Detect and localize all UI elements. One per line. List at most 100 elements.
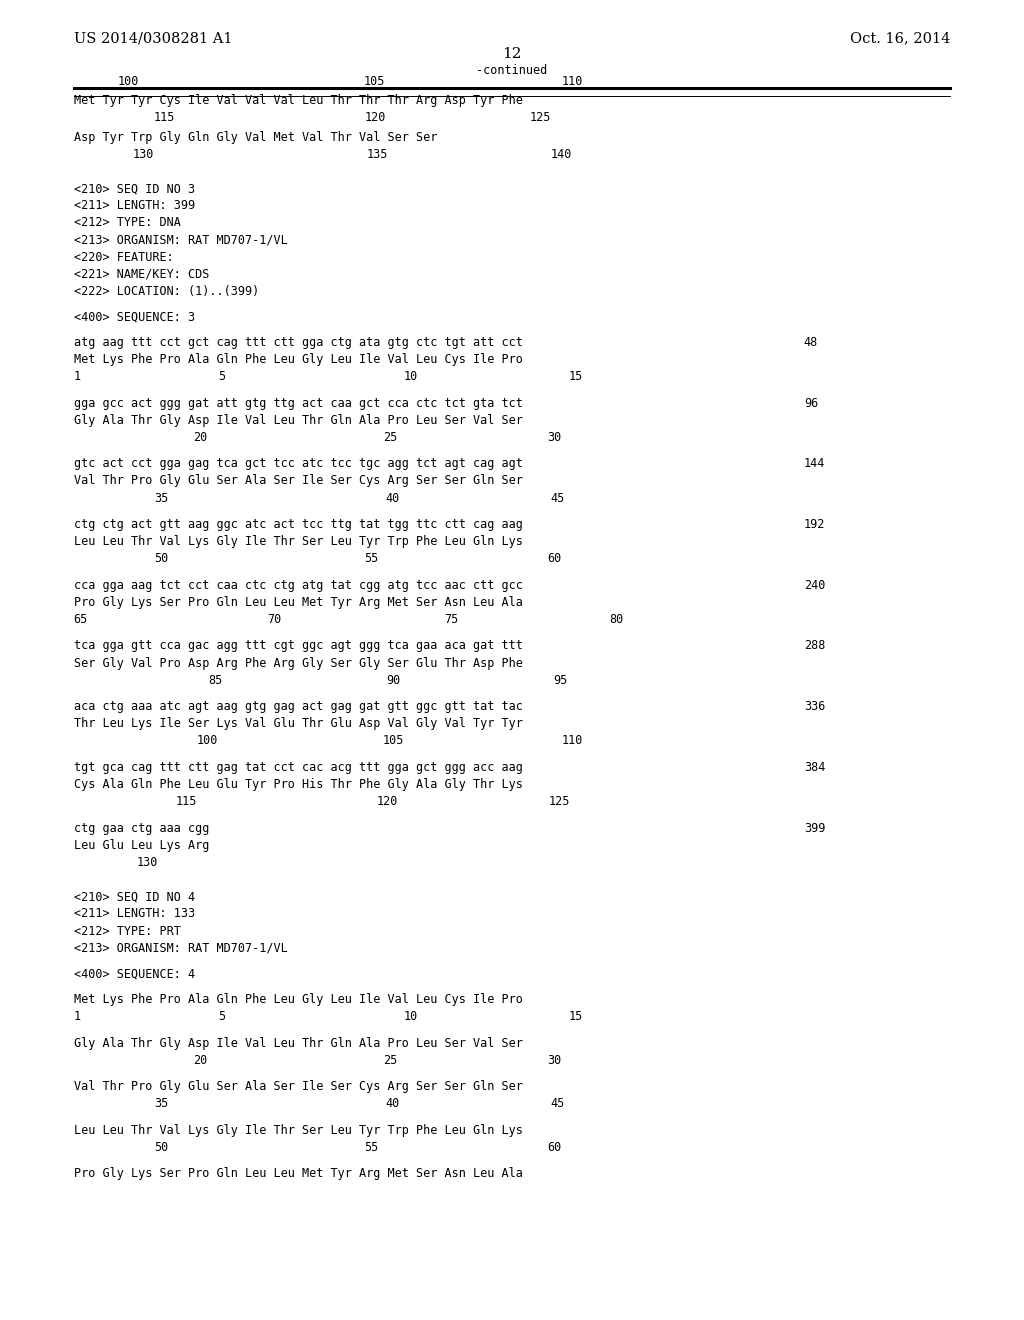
- Text: Gly Ala Thr Gly Asp Ile Val Leu Thr Gln Ala Pro Leu Ser Val Ser: Gly Ala Thr Gly Asp Ile Val Leu Thr Gln …: [74, 1036, 522, 1049]
- Text: 55: 55: [365, 1140, 379, 1154]
- Text: Leu Leu Thr Val Lys Gly Ile Thr Ser Leu Tyr Trp Phe Leu Gln Lys: Leu Leu Thr Val Lys Gly Ile Thr Ser Leu …: [74, 1123, 522, 1137]
- Text: Pro Gly Lys Ser Pro Gln Leu Leu Met Tyr Arg Met Ser Asn Leu Ala: Pro Gly Lys Ser Pro Gln Leu Leu Met Tyr …: [74, 595, 522, 609]
- Text: 5: 5: [218, 1010, 225, 1023]
- Text: 75: 75: [444, 612, 459, 626]
- Text: Thr Leu Lys Ile Ser Lys Val Glu Thr Glu Asp Val Gly Val Tyr Tyr: Thr Leu Lys Ile Ser Lys Val Glu Thr Glu …: [74, 717, 522, 730]
- Text: 96: 96: [804, 396, 818, 409]
- Text: 20: 20: [194, 430, 208, 444]
- Text: ctg gaa ctg aaa cgg: ctg gaa ctg aaa cgg: [74, 821, 209, 834]
- Text: <400> SEQUENCE: 4: <400> SEQUENCE: 4: [74, 968, 195, 981]
- Text: 120: 120: [377, 795, 398, 808]
- Text: gtc act cct gga gag tca gct tcc atc tcc tgc agg tct agt cag agt: gtc act cct gga gag tca gct tcc atc tcc …: [74, 457, 522, 470]
- Text: 80: 80: [609, 612, 624, 626]
- Text: 48: 48: [804, 335, 818, 348]
- Text: 10: 10: [403, 1010, 418, 1023]
- Text: 100: 100: [197, 734, 218, 747]
- Text: 35: 35: [155, 491, 169, 504]
- Text: gga gcc act ggg gat att gtg ttg act caa gct cca ctc tct gta tct: gga gcc act ggg gat att gtg ttg act caa …: [74, 396, 522, 409]
- Text: 288: 288: [804, 639, 825, 652]
- Text: 12: 12: [502, 48, 522, 61]
- Text: 15: 15: [568, 1010, 583, 1023]
- Text: 45: 45: [550, 1097, 564, 1110]
- Text: <220> FEATURE:: <220> FEATURE:: [74, 251, 173, 264]
- Text: 240: 240: [804, 578, 825, 591]
- Text: 50: 50: [155, 1140, 169, 1154]
- Text: Pro Gly Lys Ser Pro Gln Leu Leu Met Tyr Arg Met Ser Asn Leu Ala: Pro Gly Lys Ser Pro Gln Leu Leu Met Tyr …: [74, 1167, 522, 1180]
- Text: 85: 85: [208, 673, 222, 686]
- Text: aca ctg aaa atc agt aag gtg gag act gag gat gtt ggc gtt tat tac: aca ctg aaa atc agt aag gtg gag act gag …: [74, 700, 522, 713]
- Text: 20: 20: [194, 1053, 208, 1067]
- Text: <212> TYPE: PRT: <212> TYPE: PRT: [74, 924, 180, 937]
- Text: 45: 45: [550, 491, 564, 504]
- Text: 110: 110: [561, 734, 583, 747]
- Text: 105: 105: [364, 75, 385, 88]
- Text: <211> LENGTH: 133: <211> LENGTH: 133: [74, 907, 195, 920]
- Text: US 2014/0308281 A1: US 2014/0308281 A1: [74, 32, 232, 45]
- Text: 135: 135: [367, 148, 388, 161]
- Text: ctg ctg act gtt aag ggc atc act tcc ttg tat tgg ttc ctt cag aag: ctg ctg act gtt aag ggc atc act tcc ttg …: [74, 517, 522, 531]
- Text: 50: 50: [155, 552, 169, 565]
- Text: <211> LENGTH: 399: <211> LENGTH: 399: [74, 199, 195, 213]
- Text: 25: 25: [383, 1053, 397, 1067]
- Text: 30: 30: [547, 1053, 561, 1067]
- Text: <213> ORGANISM: RAT MD707-1/VL: <213> ORGANISM: RAT MD707-1/VL: [74, 234, 288, 247]
- Text: 5: 5: [218, 370, 225, 383]
- Text: <210> SEQ ID NO 4: <210> SEQ ID NO 4: [74, 890, 195, 903]
- Text: 30: 30: [547, 430, 561, 444]
- Text: Met Lys Phe Pro Ala Gln Phe Leu Gly Leu Ile Val Leu Cys Ile Pro: Met Lys Phe Pro Ala Gln Phe Leu Gly Leu …: [74, 352, 522, 366]
- Text: 70: 70: [267, 612, 282, 626]
- Text: Met Lys Phe Pro Ala Gln Phe Leu Gly Leu Ile Val Leu Cys Ile Pro: Met Lys Phe Pro Ala Gln Phe Leu Gly Leu …: [74, 993, 522, 1006]
- Text: 100: 100: [118, 75, 139, 88]
- Text: 110: 110: [561, 75, 583, 88]
- Text: tca gga gtt cca gac agg ttt cgt ggc agt ggg tca gaa aca gat ttt: tca gga gtt cca gac agg ttt cgt ggc agt …: [74, 639, 522, 652]
- Text: <400> SEQUENCE: 3: <400> SEQUENCE: 3: [74, 310, 195, 323]
- Text: cca gga aag tct cct caa ctc ctg atg tat cgg atg tcc aac ctt gcc: cca gga aag tct cct caa ctc ctg atg tat …: [74, 578, 522, 591]
- Text: 140: 140: [551, 148, 572, 161]
- Text: Met Tyr Tyr Cys Ile Val Val Val Leu Thr Thr Thr Arg Asp Tyr Phe: Met Tyr Tyr Cys Ile Val Val Val Leu Thr …: [74, 94, 522, 107]
- Text: 130: 130: [136, 855, 158, 869]
- Text: 125: 125: [549, 795, 570, 808]
- Text: 399: 399: [804, 821, 825, 834]
- Text: Ser Gly Val Pro Asp Arg Phe Arg Gly Ser Gly Ser Glu Thr Asp Phe: Ser Gly Val Pro Asp Arg Phe Arg Gly Ser …: [74, 656, 522, 669]
- Text: 115: 115: [154, 111, 175, 124]
- Text: 125: 125: [529, 111, 551, 124]
- Text: 115: 115: [176, 795, 198, 808]
- Text: 1: 1: [74, 370, 81, 383]
- Text: 120: 120: [365, 111, 386, 124]
- Text: Val Thr Pro Gly Glu Ser Ala Ser Ile Ser Cys Arg Ser Ser Gln Ser: Val Thr Pro Gly Glu Ser Ala Ser Ile Ser …: [74, 1080, 522, 1093]
- Text: 192: 192: [804, 517, 825, 531]
- Text: 35: 35: [155, 1097, 169, 1110]
- Text: Val Thr Pro Gly Glu Ser Ala Ser Ile Ser Cys Arg Ser Ser Gln Ser: Val Thr Pro Gly Glu Ser Ala Ser Ile Ser …: [74, 474, 522, 487]
- Text: <210> SEQ ID NO 3: <210> SEQ ID NO 3: [74, 182, 195, 195]
- Text: <222> LOCATION: (1)..(399): <222> LOCATION: (1)..(399): [74, 285, 259, 298]
- Text: Leu Leu Thr Val Lys Gly Ile Thr Ser Leu Tyr Trp Phe Leu Gln Lys: Leu Leu Thr Val Lys Gly Ile Thr Ser Leu …: [74, 535, 522, 548]
- Text: 15: 15: [568, 370, 583, 383]
- Text: Oct. 16, 2014: Oct. 16, 2014: [850, 32, 950, 45]
- Text: <221> NAME/KEY: CDS: <221> NAME/KEY: CDS: [74, 268, 209, 281]
- Text: 40: 40: [385, 1097, 399, 1110]
- Text: tgt gca cag ttt ctt gag tat cct cac acg ttt gga gct ggg acc aag: tgt gca cag ttt ctt gag tat cct cac acg …: [74, 760, 522, 774]
- Text: Cys Ala Gln Phe Leu Glu Tyr Pro His Thr Phe Gly Ala Gly Thr Lys: Cys Ala Gln Phe Leu Glu Tyr Pro His Thr …: [74, 777, 522, 791]
- Text: 25: 25: [383, 430, 397, 444]
- Text: <212> TYPE: DNA: <212> TYPE: DNA: [74, 216, 180, 230]
- Text: Asp Tyr Trp Gly Gln Gly Val Met Val Thr Val Ser Ser: Asp Tyr Trp Gly Gln Gly Val Met Val Thr …: [74, 131, 437, 144]
- Text: 130: 130: [133, 148, 155, 161]
- Text: 105: 105: [383, 734, 404, 747]
- Text: 40: 40: [385, 491, 399, 504]
- Text: 65: 65: [74, 612, 88, 626]
- Text: 1: 1: [74, 1010, 81, 1023]
- Text: Gly Ala Thr Gly Asp Ile Val Leu Thr Gln Ala Pro Leu Ser Val Ser: Gly Ala Thr Gly Asp Ile Val Leu Thr Gln …: [74, 413, 522, 426]
- Text: 90: 90: [386, 673, 400, 686]
- Text: 144: 144: [804, 457, 825, 470]
- Text: 95: 95: [553, 673, 567, 686]
- Text: Leu Glu Leu Lys Arg: Leu Glu Leu Lys Arg: [74, 838, 209, 851]
- Text: 55: 55: [365, 552, 379, 565]
- Text: 60: 60: [547, 1140, 561, 1154]
- Text: 60: 60: [547, 552, 561, 565]
- Text: 336: 336: [804, 700, 825, 713]
- Text: -continued: -continued: [476, 63, 548, 77]
- Text: 10: 10: [403, 370, 418, 383]
- Text: 384: 384: [804, 760, 825, 774]
- Text: <213> ORGANISM: RAT MD707-1/VL: <213> ORGANISM: RAT MD707-1/VL: [74, 941, 288, 954]
- Text: atg aag ttt cct gct cag ttt ctt gga ctg ata gtg ctc tgt att cct: atg aag ttt cct gct cag ttt ctt gga ctg …: [74, 335, 522, 348]
